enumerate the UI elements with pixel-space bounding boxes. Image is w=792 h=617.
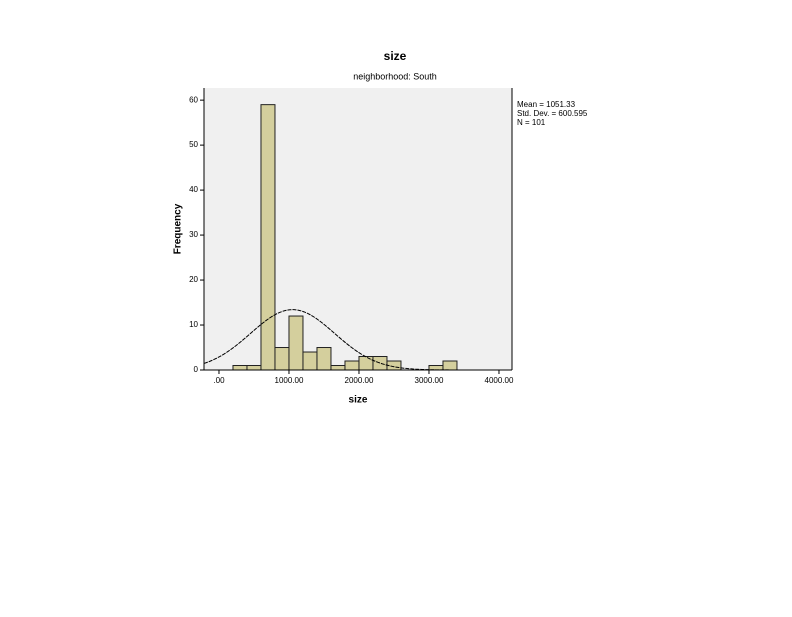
y-tick-label: 40 [189, 185, 198, 194]
bar [288, 315, 304, 371]
x-tick-label: 2000.00 [345, 376, 374, 385]
x-tick-label: .00 [213, 376, 225, 385]
y-tick-label: 10 [189, 320, 198, 329]
bar [246, 365, 262, 371]
chart-subtitle: neighborhood: South [353, 71, 437, 81]
y-tick-label: 20 [189, 275, 198, 284]
bar [372, 356, 388, 371]
bar [274, 347, 290, 371]
stat-std-dev: Std. Dev. = 600.595 [517, 109, 588, 118]
y-tick-label: 50 [189, 140, 198, 149]
bar [358, 356, 374, 371]
stat-mean: Mean = 1051.33 [517, 100, 576, 109]
x-tick-label: 1000.00 [275, 376, 304, 385]
chart-title: size [384, 49, 407, 63]
bar [344, 360, 360, 371]
y-axis-label: Frequency [173, 203, 184, 254]
y-tick-label: 60 [189, 95, 198, 104]
stat-n: N = 101 [517, 118, 546, 127]
y-tick-label: 0 [194, 365, 199, 374]
bar [442, 360, 458, 371]
x-tick-label: 4000.00 [485, 376, 514, 385]
plot-area [204, 88, 512, 370]
x-axis-label: size [349, 395, 368, 406]
bar [330, 365, 346, 371]
x-tick-label: 3000.00 [415, 376, 444, 385]
bar [302, 351, 318, 371]
bar [260, 104, 276, 371]
bar [232, 365, 248, 371]
bar [316, 347, 332, 371]
y-tick-label: 30 [189, 230, 198, 239]
